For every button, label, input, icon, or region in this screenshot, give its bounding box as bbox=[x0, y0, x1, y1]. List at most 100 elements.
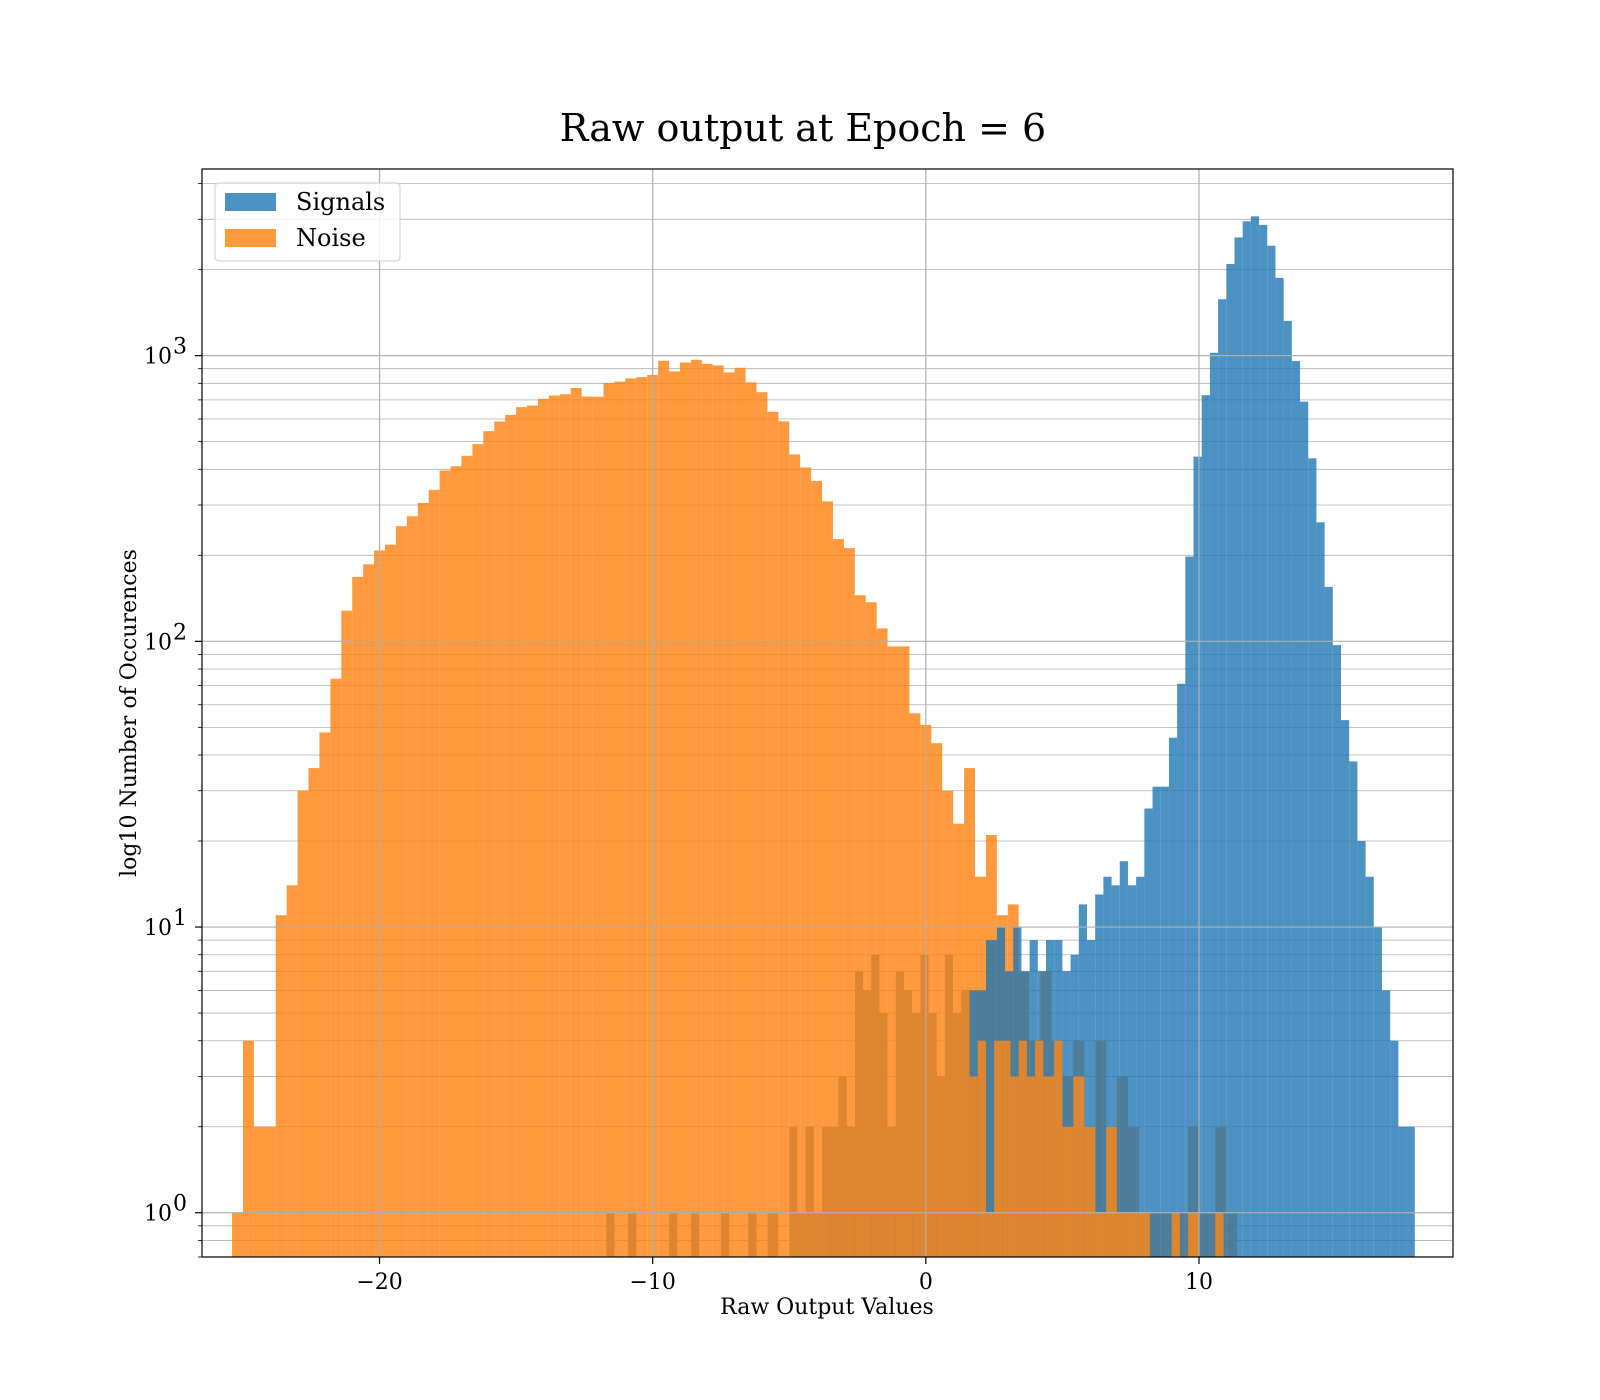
overlap-bar-10 bbox=[813, 1212, 823, 1257]
y-axis-label: log10 Number of Occurences bbox=[117, 549, 142, 877]
y-tick-label-1: 10 bbox=[144, 916, 172, 941]
overlap-bar-7 bbox=[789, 1126, 798, 1257]
x-tick-label-0: −20 bbox=[356, 1270, 402, 1295]
overlap-bar-8 bbox=[797, 1212, 806, 1257]
x-tick-label-2: 0 bbox=[919, 1270, 933, 1295]
noise-bar-13 bbox=[385, 544, 396, 1257]
overlap-bar-33 bbox=[1002, 1040, 1011, 1257]
overlap-bar-26 bbox=[944, 954, 954, 1257]
overlap-bar-23 bbox=[920, 954, 929, 1257]
noise-bar-48 bbox=[767, 411, 779, 1257]
signal-bar-16 bbox=[1095, 894, 1104, 1257]
signal-bar-20 bbox=[1127, 885, 1137, 1257]
noise-bar-57 bbox=[865, 602, 877, 1257]
x-tick-label-3: 10 bbox=[1185, 1270, 1213, 1295]
signal-bar-46 bbox=[1341, 720, 1350, 1257]
noise-bar-9 bbox=[341, 610, 353, 1257]
noise-bar-44 bbox=[723, 372, 735, 1258]
overlap-bar-11 bbox=[822, 1126, 831, 1257]
overlap-bar-45 bbox=[1117, 1212, 1128, 1257]
signal-bar-36 bbox=[1259, 224, 1268, 1257]
noise-bar-25 bbox=[516, 407, 528, 1257]
signal-bar-53 bbox=[1398, 1126, 1407, 1257]
signal-bar-43 bbox=[1316, 522, 1325, 1257]
overlap-bar-30 bbox=[977, 1040, 986, 1257]
overlap-bar-32 bbox=[994, 1040, 1003, 1257]
overlap-bar-19 bbox=[887, 1126, 896, 1257]
noise-bar-10 bbox=[352, 576, 364, 1257]
signal-bar-50 bbox=[1373, 927, 1382, 1257]
noise-bar-34 bbox=[614, 381, 626, 1257]
signal-bar-18 bbox=[1111, 885, 1120, 1257]
noise-bar-33 bbox=[603, 383, 615, 1257]
x-axis-label: Raw Output Values bbox=[720, 1295, 934, 1320]
overlap-bar-50 bbox=[1215, 1212, 1224, 1257]
noise-bar-63 bbox=[931, 743, 943, 1257]
overlap-bar-28 bbox=[961, 990, 970, 1257]
legend: Signals Noise bbox=[214, 182, 401, 262]
major-gridlines bbox=[202, 169, 1453, 1257]
overlap-bar-3 bbox=[690, 1212, 700, 1257]
overlap-bars bbox=[606, 954, 1224, 1257]
y-tick-label-3: 10 bbox=[144, 345, 172, 370]
noise-bar-50 bbox=[789, 454, 801, 1257]
y-tick-exponent-1: 1 bbox=[173, 906, 187, 931]
noise-bar-47 bbox=[756, 392, 768, 1257]
plot-area bbox=[201, 168, 1454, 1258]
signal-bar-49 bbox=[1365, 876, 1374, 1257]
noise-bar-46 bbox=[745, 382, 757, 1257]
overlap-bar-47 bbox=[1138, 1212, 1150, 1257]
noise-bar-6 bbox=[308, 768, 320, 1257]
noise-bar-20 bbox=[461, 455, 473, 1257]
signal-bar-22 bbox=[1144, 808, 1153, 1257]
overlap-bar-9 bbox=[805, 1126, 814, 1257]
noise-bar-42 bbox=[701, 363, 713, 1258]
overlap-bar-0 bbox=[606, 1212, 615, 1257]
signal-bar-54 bbox=[1406, 1126, 1415, 1257]
noise-bar-0 bbox=[232, 1212, 243, 1257]
overlap-bar-20 bbox=[895, 971, 904, 1257]
chart-title: Raw output at Epoch = 6 bbox=[560, 106, 1046, 150]
y-tick-label-2: 10 bbox=[144, 630, 172, 655]
legend-label-noise: Noise bbox=[296, 224, 366, 252]
signal-bar-21 bbox=[1136, 876, 1145, 1257]
axes-frame bbox=[201, 168, 1454, 1258]
noise-bar-24 bbox=[505, 414, 517, 1257]
signal-bar-27 bbox=[1185, 556, 1194, 1257]
noise-bar-27 bbox=[537, 398, 549, 1257]
overlap-bar-40 bbox=[1062, 1126, 1074, 1257]
noise-bar-41 bbox=[690, 359, 702, 1257]
signal-bar-17 bbox=[1103, 876, 1112, 1257]
x-tick-label-1: −10 bbox=[629, 1270, 675, 1295]
noise-bar-56 bbox=[854, 595, 866, 1257]
noise-bar-52 bbox=[811, 481, 823, 1257]
noise-bar-61 bbox=[909, 713, 921, 1257]
noise-bar-30 bbox=[570, 388, 582, 1257]
y-tick-label-0: 10 bbox=[144, 1202, 172, 1227]
signal-bar-28 bbox=[1193, 456, 1202, 1257]
overlap-bar-4 bbox=[720, 1212, 730, 1257]
noise-bar-18 bbox=[439, 470, 451, 1257]
signal-bar-15 bbox=[1086, 940, 1096, 1257]
overlap-bar-34 bbox=[1010, 1076, 1019, 1257]
y-tick-exponent-0: 0 bbox=[173, 1192, 187, 1217]
signal-bar-39 bbox=[1283, 320, 1292, 1257]
noise-bar-23 bbox=[494, 421, 506, 1257]
noise-bar-43 bbox=[712, 365, 724, 1257]
x-axis-ticks: −20 −10 0 10 bbox=[356, 1257, 1213, 1295]
overlap-bar-38 bbox=[1043, 1076, 1055, 1257]
overlap-bar-24 bbox=[928, 1013, 937, 1257]
noise-bar-5 bbox=[297, 790, 309, 1257]
legend-swatch-noise bbox=[225, 229, 276, 247]
noise-bar-32 bbox=[592, 396, 604, 1258]
noise-bar-26 bbox=[527, 405, 538, 1257]
signal-bar-37 bbox=[1267, 245, 1276, 1257]
overlap-bar-44 bbox=[1106, 1126, 1118, 1257]
noise-bar-58 bbox=[876, 628, 888, 1257]
signal-bar-35 bbox=[1250, 216, 1260, 1257]
overlap-bar-2 bbox=[669, 1212, 678, 1257]
noise-bar-60 bbox=[898, 646, 910, 1257]
